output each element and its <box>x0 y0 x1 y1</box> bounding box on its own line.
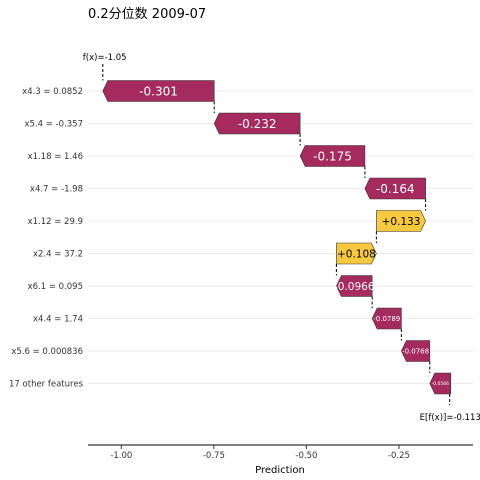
bar-4 <box>376 210 426 232</box>
x-tick-label: -1.00 <box>110 451 132 461</box>
feature-label: x4.4 = 1.74 <box>33 315 83 325</box>
bar-2 <box>299 145 366 167</box>
chart-title: 0.2分位数 2009-07 <box>88 7 206 22</box>
bar-9 <box>429 372 452 395</box>
bar-value-label: +0.108 <box>337 248 376 260</box>
feature-label: x2.4 = 37.2 <box>33 250 83 260</box>
bar-value-label: -0.232 <box>238 117 277 131</box>
feature-label: x4.7 = -1.98 <box>30 185 83 195</box>
bar-0 <box>102 80 215 102</box>
bar-8 <box>401 340 431 362</box>
fx-annotation: f(x)=-1.05 <box>83 53 127 63</box>
feature-label: 17 other features <box>9 380 84 390</box>
bar-value-label: -0.164 <box>376 182 415 196</box>
grid-lines <box>88 90 473 384</box>
feature-label: x1.12 = 29.9 <box>28 217 83 227</box>
x-tick-label: -0.50 <box>295 451 317 461</box>
bar-6 <box>336 275 373 297</box>
efx-annotation: E[f(x)]=-0.113 <box>420 413 480 423</box>
feature-label: x5.6 = 0.000836 <box>11 347 83 357</box>
x-tick-label: -0.75 <box>203 451 225 461</box>
bar-5 <box>336 242 377 265</box>
bar-value-label: -0.175 <box>313 149 352 163</box>
bar-value-label: +0.133 <box>382 216 421 228</box>
bar-value-label: -0.0566 <box>432 381 450 387</box>
bar-3 <box>364 177 426 200</box>
feature-label: x5.4 = -0.357 <box>25 120 83 130</box>
feature-label: x1.18 = 1.46 <box>28 152 83 162</box>
bar-value-label: -0.0966 <box>334 281 375 293</box>
x-axis-ticks: -1.00 -0.75 -0.50 -0.25 <box>110 445 410 461</box>
feature-label: x6.1 = 0.095 <box>28 282 83 292</box>
bar-value-label: -0.0789 <box>373 315 400 323</box>
bar-1 <box>213 112 301 135</box>
bars-layer: -0.301 -0.232 -0.175 -0.164 +0.133 +0.108 -0.0… <box>102 64 452 405</box>
bar-value-label: -0.0768 <box>402 348 429 356</box>
feature-label: x4.3 = 0.0852 <box>22 87 83 97</box>
feature-labels: x4.3 = 0.0852 x5.4 = -0.357 x1.18 = 1.46 x4… <box>9 87 84 390</box>
x-axis-label: Prediction <box>255 465 305 476</box>
x-tick-label: -0.25 <box>388 451 410 461</box>
bar-value-label: -0.301 <box>139 84 178 98</box>
bar-7 <box>371 307 402 330</box>
